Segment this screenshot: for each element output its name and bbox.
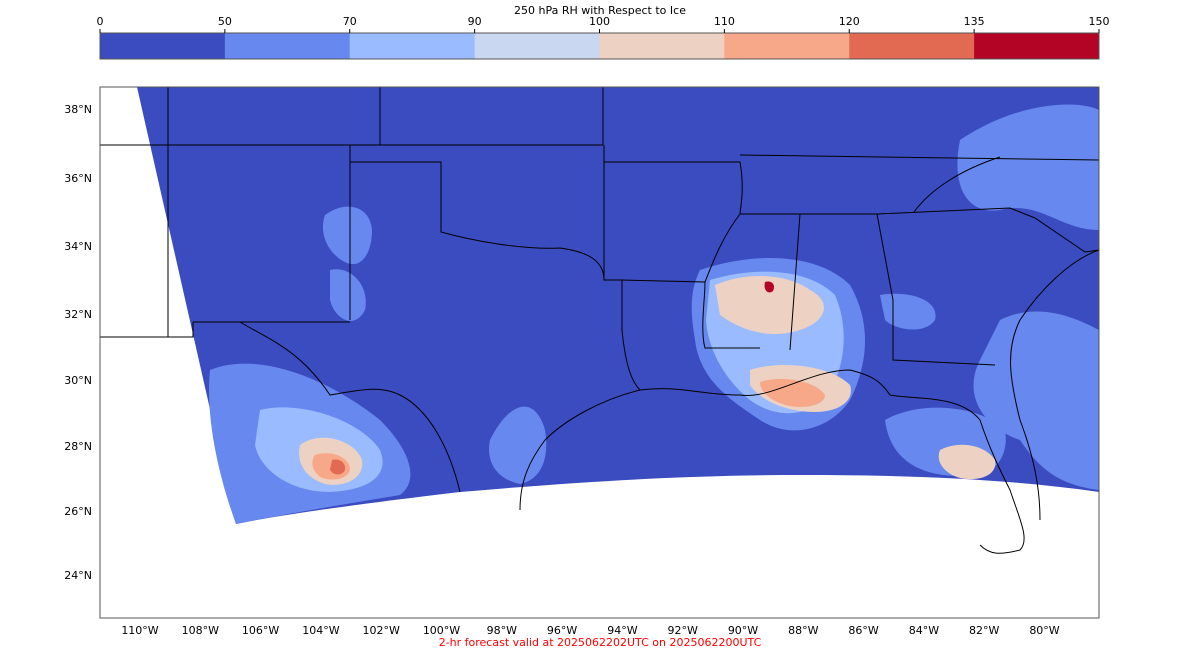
colorbar-segment (599, 33, 725, 59)
colorbar-segment (100, 33, 226, 59)
latitude-label: 28°N (64, 440, 92, 453)
longitude-label: 82°W (969, 624, 999, 637)
longitude-label: 104°W (302, 624, 339, 637)
latitude-label: 26°N (64, 505, 92, 518)
forecast-valid-time: 2-hr forecast valid at 2025062202UTC on … (438, 636, 762, 649)
latitude-label: 32°N (64, 308, 92, 321)
rh-level-red-core-2 (764, 281, 775, 293)
longitude-label: 100°W (423, 624, 460, 637)
colorbar-title: 250 hPa RH with Respect to Ice (514, 4, 686, 17)
longitude-label: 84°W (909, 624, 939, 637)
colorbar-segment (349, 33, 476, 59)
longitude-label: 92°W (668, 624, 698, 637)
rh-region-ga (880, 293, 936, 330)
longitude-label: 90°W (728, 624, 758, 637)
rh-level-red-core-1 (330, 459, 346, 475)
longitude-label: 102°W (363, 624, 400, 637)
longitude-label: 94°W (607, 624, 637, 637)
latitude-label: 24°N (64, 569, 92, 582)
longitude-labels: 110°W 108°W 106°W 104°W 102°W 100°W 98°W 96°W 94… (121, 624, 1059, 637)
map-panel (99, 86, 1100, 619)
colorbar-tick-label: 90 (467, 15, 482, 28)
rh-region-west-tx (322, 206, 372, 265)
colorbar-tick-label: 110 (713, 15, 735, 28)
colorbar-tick-label: 70 (342, 15, 357, 28)
rh-region-nm-strip (330, 269, 366, 321)
rh-level-pink-gulf (715, 275, 824, 335)
latitude-label: 30°N (64, 374, 92, 387)
rh-level-pink-fl (938, 444, 996, 480)
longitude-label: 106°W (242, 624, 279, 637)
rh-region-east (957, 104, 1099, 230)
latitude-label: 38°N (64, 103, 92, 116)
longitude-label: 98°W (487, 624, 517, 637)
latitude-label: 36°N (64, 172, 92, 185)
colorbar-tick-label: 120 (838, 15, 860, 28)
state-boundaries (100, 87, 1100, 554)
longitude-label: 86°W (848, 624, 878, 637)
map-frame-border (99, 86, 1100, 619)
colorbar-segment (224, 33, 351, 59)
longitude-label: 96°W (547, 624, 577, 637)
colorbar-tick-label: 50 (217, 15, 232, 28)
latitude-labels: 38°N 36°N 34°N 32°N 30°N 28°N 26°N 24°N (64, 103, 92, 582)
colorbar-segment (974, 33, 1100, 59)
longitude-label: 80°W (1029, 624, 1059, 637)
rh-contours (209, 104, 1099, 524)
rh-level-salmon-core-1 (760, 378, 825, 407)
rh-region-coastal-tx (489, 406, 547, 484)
model-domain-field (137, 87, 1099, 524)
rh-region-southeast (973, 311, 1099, 490)
colorbar-segment (849, 33, 975, 59)
colorbar (99, 29, 1100, 60)
colorbar-segment (724, 33, 850, 59)
colorbar-tick-label: 100 (589, 15, 610, 28)
colorbar-tick-label: 135 (963, 15, 985, 28)
colorbar-tick-label: 0 (96, 15, 104, 28)
latitude-label: 34°N (64, 240, 92, 253)
colorbar-tick-label: 150 (1088, 15, 1110, 28)
longitude-label: 110°W (121, 624, 158, 637)
colorbar-segment (474, 33, 600, 59)
longitude-label: 108°W (182, 624, 219, 637)
longitude-label: 88°W (788, 624, 818, 637)
